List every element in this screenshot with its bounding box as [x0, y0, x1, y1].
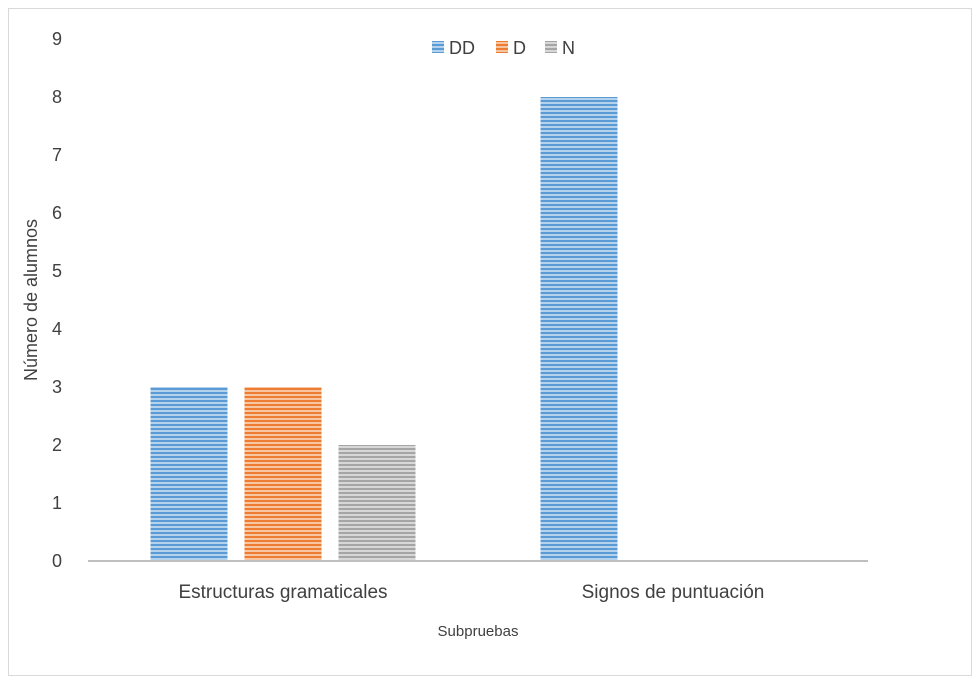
- y-tick-label: 4: [52, 319, 62, 339]
- x-category-label: Estructuras gramaticales: [178, 582, 387, 603]
- bar-n-0: [338, 445, 416, 561]
- y-tick-label: 9: [52, 29, 62, 49]
- legend-swatch-n: [545, 41, 557, 53]
- legend-label-dd: DD: [449, 38, 475, 58]
- bar-dd-0: [150, 387, 228, 561]
- legend-swatch-d: [496, 41, 508, 53]
- y-tick-label: 8: [52, 87, 62, 107]
- y-tick-label: 3: [52, 377, 62, 397]
- y-tick-label: 0: [52, 551, 62, 571]
- chart-frame: [8, 8, 972, 676]
- y-tick-label: 7: [52, 145, 62, 165]
- bar-dd-1: [540, 97, 618, 561]
- bars: [150, 97, 618, 561]
- y-axis-title: Número de alumnos: [21, 219, 41, 381]
- x-axis-title: Subpruebas: [438, 623, 519, 640]
- y-tick-label: 1: [52, 493, 62, 513]
- legend: DD D N: [432, 38, 575, 58]
- y-tick-label: 5: [52, 261, 62, 281]
- legend-swatch-dd: [432, 41, 444, 53]
- y-tick-label: 2: [52, 435, 62, 455]
- legend-label-n: N: [562, 38, 575, 58]
- bar-d-0: [244, 387, 322, 561]
- y-axis-ticks: 0 1 2 3 4 5 6 7 8 9: [52, 29, 62, 571]
- x-category-label: Signos de puntuación: [582, 582, 765, 603]
- y-tick-label: 6: [52, 203, 62, 223]
- legend-label-d: D: [513, 38, 526, 58]
- x-axis-categories: Estructuras gramaticales Signos de puntua…: [178, 582, 764, 603]
